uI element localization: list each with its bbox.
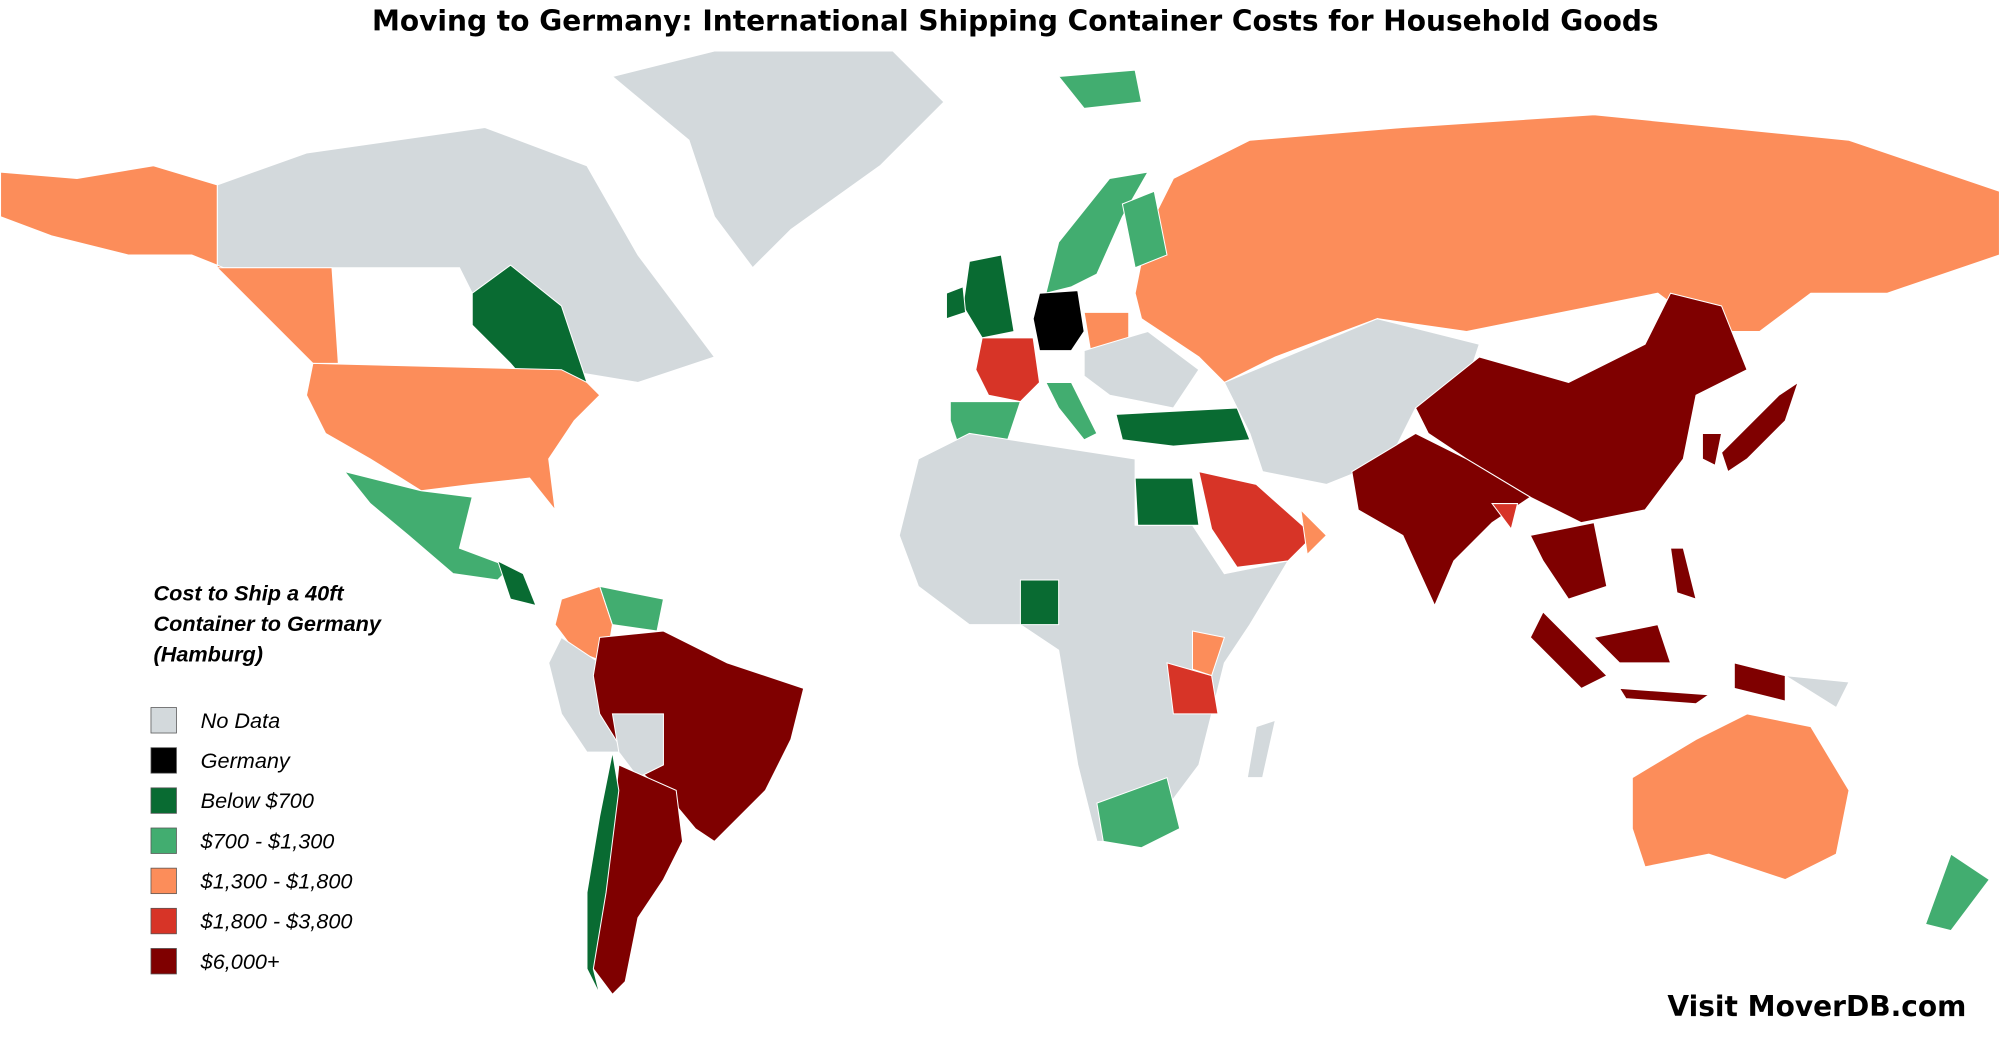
legend-label: Below $700 <box>201 788 314 813</box>
scandinavia <box>1045 171 1149 294</box>
legend-label: Germany <box>201 748 291 773</box>
western-canada <box>216 267 339 364</box>
legend-title: Container to Germany <box>154 611 382 636</box>
legend-swatch <box>150 747 177 774</box>
italy <box>1045 381 1098 441</box>
legend-swatch <box>150 827 177 854</box>
map-title: Moving to Germany: International Shippin… <box>372 5 1659 38</box>
south-africa <box>1096 776 1181 849</box>
tanzania <box>1166 662 1219 715</box>
legend-label: $700 - $1,300 <box>200 828 335 853</box>
legend-swatch <box>150 707 177 734</box>
eastern-europe <box>1083 330 1200 409</box>
legend-swatch <box>150 867 177 895</box>
madagascar <box>1246 719 1277 779</box>
germany <box>1032 290 1085 352</box>
egypt <box>1134 477 1200 526</box>
central-america <box>496 559 537 607</box>
bolivia <box>611 713 664 779</box>
legend-label: $1,800 - $3,800 <box>200 909 353 934</box>
bangladesh <box>1491 503 1519 531</box>
west-papua <box>1733 662 1786 702</box>
canada <box>216 126 716 383</box>
world-map <box>0 50 2000 996</box>
greenland <box>611 50 945 269</box>
oman <box>1300 508 1328 556</box>
usa <box>305 362 601 512</box>
new-zealand <box>1924 853 1990 932</box>
korea <box>1701 432 1723 467</box>
borneo <box>1593 624 1672 664</box>
spain <box>949 401 1022 441</box>
venezuela <box>598 585 665 632</box>
turkey <box>1115 407 1251 447</box>
southeast-asia <box>1529 522 1608 600</box>
philippines <box>1669 547 1697 600</box>
sumatra <box>1529 611 1608 690</box>
australia <box>1631 713 1850 881</box>
legend-label: $1,300 - $1,800 <box>200 869 353 894</box>
svalbard <box>1057 69 1143 109</box>
legend-swatch <box>150 907 177 935</box>
russia <box>1134 114 2000 384</box>
india <box>1351 432 1532 607</box>
footer-link: Visit MoverDB.com <box>1667 990 1966 1023</box>
legend-swatch <box>150 787 177 814</box>
legend-label: $6,000+ <box>200 949 280 974</box>
nigeria <box>1019 579 1060 626</box>
legend-label: No Data <box>201 708 280 733</box>
java <box>1618 687 1711 705</box>
legend-title: Cost to Ship a 40ft <box>154 580 345 605</box>
chile <box>586 752 620 995</box>
finland <box>1121 190 1168 269</box>
brazil <box>592 630 805 843</box>
legend: Cost to Ship a 40ft Container to Germany (… <box>150 580 382 975</box>
central-asia <box>1223 318 1480 485</box>
legend-title: (Hamburg) <box>154 642 263 667</box>
saudi-arabia <box>1198 471 1315 568</box>
ireland <box>945 286 967 320</box>
alaska <box>0 165 256 281</box>
legend-swatch <box>150 948 177 975</box>
france <box>975 337 1041 403</box>
papua-new-guinea <box>1785 675 1850 709</box>
united-kingdom <box>962 254 1015 339</box>
japan <box>1720 381 1799 473</box>
